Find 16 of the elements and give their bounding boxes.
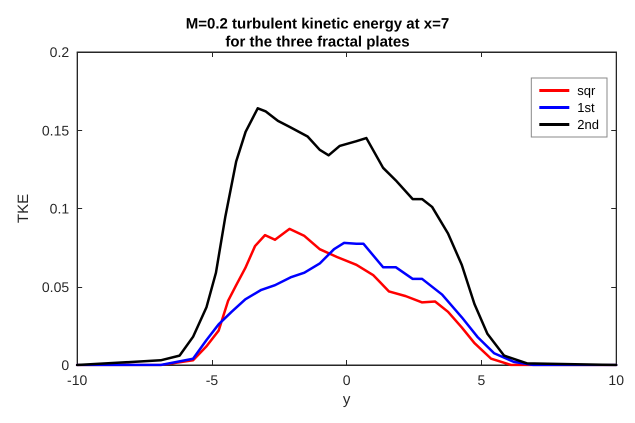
y-axis-title: TKE — [15, 194, 32, 224]
x-tick-label: -10 — [67, 372, 88, 388]
legend-label: 1st — [577, 100, 596, 115]
legend-label: 2nd — [577, 117, 600, 132]
y-tick-label: 0 — [61, 357, 70, 373]
x-tick-label: 10 — [608, 372, 624, 388]
x-tick-label: 0 — [342, 372, 351, 388]
y-tick-label: 0.15 — [42, 122, 70, 138]
legend-label: sqr — [577, 83, 596, 98]
y-tick-label: 0.05 — [42, 278, 70, 295]
x-tick-label: -5 — [206, 372, 218, 388]
x-tick-label: 5 — [478, 372, 486, 388]
x-axis-title: y — [342, 390, 351, 408]
y-tick-label: 0.2 — [50, 44, 70, 60]
y-tick-label: 0.1 — [50, 200, 70, 216]
chart-title: M=0.2 turbulent kinetic energy at x=7 for the three fractal plates — [186, 16, 450, 50]
